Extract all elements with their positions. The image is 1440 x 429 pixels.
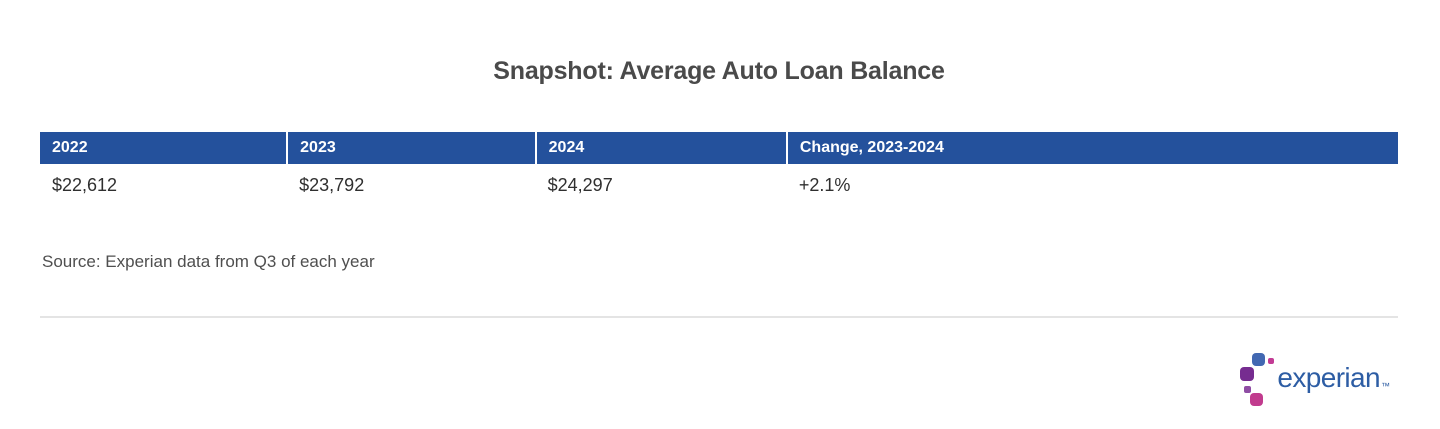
table-header-2024: 2024 [535, 132, 788, 164]
experian-logo: experian ™ [1240, 351, 1390, 407]
logo-dot-magenta-icon [1268, 358, 1275, 364]
auto-loan-balance-table: 2022 2023 2024 Change, 2023-2024 $22,612… [40, 132, 1398, 205]
divider [40, 316, 1398, 318]
table-header-2023: 2023 [287, 132, 537, 164]
table-header-2022: 2022 [40, 132, 289, 164]
trademark-symbol: ™ [1381, 381, 1390, 391]
page-title: Snapshot: Average Auto Loan Balance [493, 57, 945, 85]
cell-change-2023-2024: +2.1% [786, 164, 1398, 205]
logo-block-magenta-icon [1250, 393, 1264, 406]
table-header-change-2023-2024: Change, 2023-2024 [786, 132, 1398, 164]
cell-balance-2024: $24,297 [535, 164, 787, 205]
experian-logomark-icon [1240, 351, 1277, 407]
experian-wordmark: experian [1277, 362, 1380, 393]
logo-block-purple-icon [1240, 367, 1255, 381]
source-note: Source: Experian data from Q3 of each ye… [42, 252, 375, 271]
cell-balance-2023: $23,792 [287, 164, 536, 205]
page: Snapshot: Average Auto Loan Balance 2022… [0, 57, 1440, 429]
table-header-row: 2022 2023 2024 Change, 2023-2024 [40, 132, 1398, 164]
table-row: $22,612 $23,792 $24,297 +2.1% [40, 164, 1398, 205]
logo-row: experian ™ [40, 351, 1398, 407]
logo-block-blue-icon [1252, 353, 1266, 366]
logo-dot-purple-icon [1244, 386, 1252, 393]
cell-balance-2022: $22,612 [40, 164, 288, 205]
